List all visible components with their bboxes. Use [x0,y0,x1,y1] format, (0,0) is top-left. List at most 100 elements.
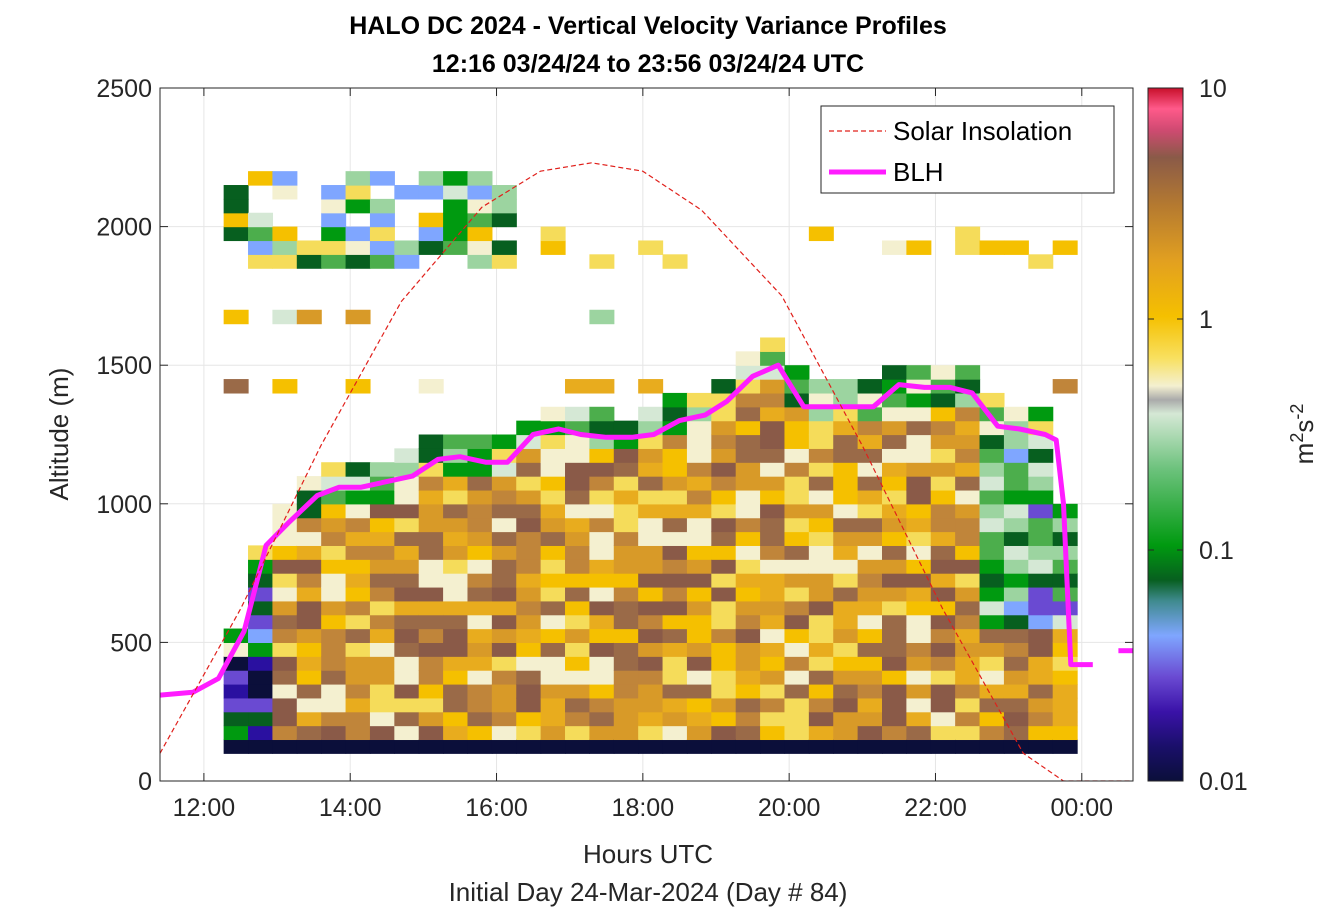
heatmap-cell [735,351,761,366]
heatmap-cell [662,725,688,741]
heatmap-cell [1003,628,1029,643]
heatmap-cell [540,434,566,449]
heatmap-cell [296,739,322,754]
heatmap-cell [394,517,420,533]
heatmap-cell [930,656,956,671]
heatmap-cell [979,434,1005,449]
heatmap-cell [272,503,298,519]
heatmap-cell [1003,683,1029,699]
heatmap-cell [686,670,712,685]
heatmap-cell [565,614,591,630]
heatmap-cell [1052,670,1078,685]
heatmap-cell [906,739,932,754]
heatmap-cell [443,739,469,754]
heatmap-cell [589,711,615,727]
heatmap-cell [808,476,834,491]
heatmap-cell [369,573,395,588]
heatmap-cell [613,697,639,713]
heatmap-cell [906,406,932,422]
heatmap-cell [784,670,810,685]
heatmap-cell [955,600,981,616]
heatmap-cell [906,240,932,255]
heatmap-cell [955,642,981,657]
heatmap-cell [760,559,786,574]
heatmap-cell [638,739,664,754]
heatmap-cell [735,573,761,588]
heatmap-cell [296,642,322,657]
heatmap-cell [833,614,859,630]
heatmap-cell [613,725,639,741]
heatmap-cell [686,683,712,699]
heatmap-cell [735,614,761,630]
heatmap-cell [1028,531,1054,546]
heatmap-cell [686,545,712,560]
heatmap-cell [1028,517,1054,533]
series-lines [160,162,1133,781]
heatmap-cell [443,503,469,519]
heatmap-cell [686,420,712,436]
heatmap-cell [443,725,469,741]
heatmap-cell [248,670,274,685]
heatmap-cell [418,185,444,200]
heatmap-cell [467,517,493,533]
heatmap-cell [662,614,688,630]
heatmap-cell [394,642,420,657]
heatmap-cell [369,559,395,574]
heatmap-cell [1003,476,1029,491]
heatmap-cell [882,697,907,713]
heatmap-cell [784,489,810,505]
heatmap-cell [833,600,859,616]
heatmap-cell [638,642,664,657]
heatmap-cell [443,656,469,671]
heatmap-cell [394,254,420,269]
heatmap-cell [955,448,981,463]
heatmap-cell [491,462,517,477]
heatmap-cell [467,725,493,741]
heatmap-cell [345,545,371,560]
heatmap-cell [565,586,591,602]
heatmap-cell [565,670,591,685]
heatmap-cell [589,683,615,699]
heatmap-cell [613,600,639,616]
heatmap-cell [979,628,1005,643]
heatmap-cell [272,656,298,671]
x-tick-label: 16:00 [465,794,528,822]
heatmap-cell [491,489,517,505]
heatmap-cell [857,586,883,602]
heatmap-cell [686,586,712,602]
heatmap-cell [784,697,810,713]
heatmap-cell [321,642,347,657]
x-tick-label: 14:00 [319,794,382,822]
heatmap-cell [979,614,1005,630]
heatmap-cell [467,670,493,685]
heatmap-cell [784,365,810,380]
heatmap-cell [1028,600,1054,616]
heatmap-cell [296,600,322,616]
heatmap-cell [394,600,420,616]
heatmap-cell [589,656,615,671]
heatmap-cell [784,434,810,449]
heatmap-cell [638,517,664,533]
heatmap-cell [1003,545,1029,560]
heatmap-cell [1003,503,1029,519]
heatmap-cell [418,517,444,533]
heatmap-cell [1028,254,1054,269]
heatmap-cell [296,476,322,491]
heatmap-cell [808,573,834,588]
heatmap-cell [345,379,371,394]
heatmap-cell [1003,586,1029,602]
heatmap-cell [979,448,1005,463]
heatmap-cell [369,503,395,519]
heatmap-cell [248,697,274,713]
heatmap-cell [662,545,688,560]
heatmap-cell [662,697,688,713]
heatmap-cell [296,309,322,325]
heatmap-cell [369,226,395,242]
heatmap-cell [369,600,395,616]
heatmap-cell [540,656,566,671]
heatmap-cell [1003,531,1029,546]
heatmap-cell [735,448,761,463]
heatmap-cell [321,739,347,754]
heatmap-cell [248,600,274,616]
heatmap-cell [443,434,469,449]
